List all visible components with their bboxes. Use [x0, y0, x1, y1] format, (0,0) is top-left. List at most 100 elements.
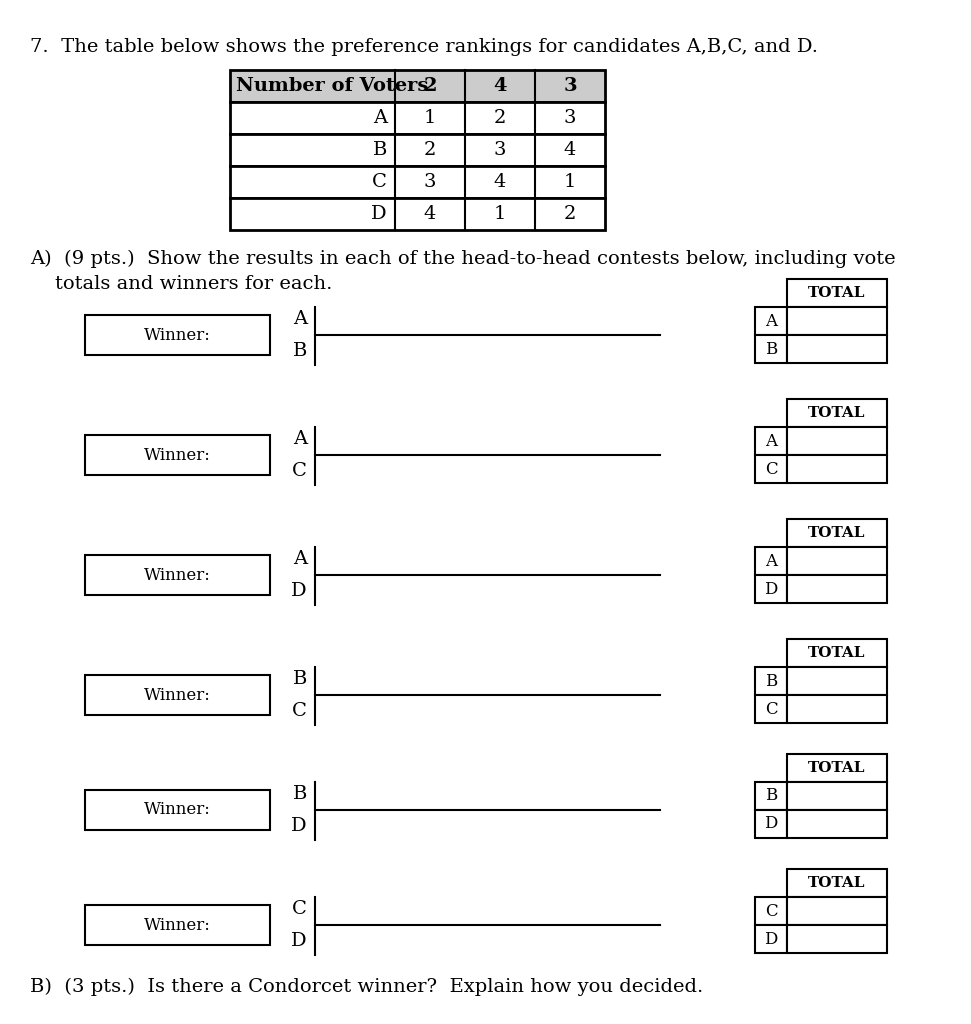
Text: C: C — [292, 702, 307, 720]
Bar — [85, 315, 270, 355]
Text: B: B — [373, 141, 387, 159]
Bar — [755, 925, 787, 953]
Text: totals and winners for each.: totals and winners for each. — [55, 275, 332, 293]
Text: 1: 1 — [494, 205, 506, 223]
Bar — [787, 782, 887, 810]
Text: 7.  The table below shows the preference rankings for candidates A,B,C, and D.: 7. The table below shows the preference … — [30, 38, 818, 56]
Bar — [787, 427, 887, 455]
Text: B: B — [292, 670, 307, 688]
Text: A: A — [293, 310, 307, 328]
Text: Number of Voters: Number of Voters — [236, 77, 428, 95]
Text: TOTAL: TOTAL — [808, 761, 866, 775]
Text: TOTAL: TOTAL — [808, 286, 866, 300]
Bar — [85, 555, 270, 595]
Text: Winner:: Winner: — [144, 327, 211, 343]
Bar — [787, 279, 887, 307]
Text: D: D — [764, 815, 778, 833]
Text: 3: 3 — [563, 77, 577, 95]
Text: TOTAL: TOTAL — [808, 646, 866, 660]
Text: TOTAL: TOTAL — [808, 876, 866, 890]
Text: A: A — [765, 553, 777, 569]
Text: 3: 3 — [564, 109, 576, 127]
Text: D: D — [764, 931, 778, 947]
Bar — [755, 695, 787, 723]
Text: A: A — [373, 109, 387, 127]
Text: B: B — [765, 673, 777, 689]
Bar — [230, 198, 605, 230]
Bar — [230, 70, 605, 102]
Text: 1: 1 — [564, 173, 576, 191]
Bar — [85, 435, 270, 475]
Text: B: B — [292, 342, 307, 360]
Text: 3: 3 — [493, 141, 506, 159]
Text: A: A — [765, 312, 777, 330]
Bar — [787, 897, 887, 925]
Text: 2: 2 — [423, 141, 436, 159]
Text: 2: 2 — [564, 205, 576, 223]
Text: 4: 4 — [494, 173, 506, 191]
Text: 2: 2 — [423, 77, 437, 95]
Bar — [787, 547, 887, 575]
Bar — [230, 166, 605, 198]
Bar — [787, 667, 887, 695]
Bar — [755, 455, 787, 483]
Text: B: B — [292, 785, 307, 803]
Text: A: A — [765, 432, 777, 450]
Bar — [787, 519, 887, 547]
Bar — [755, 575, 787, 603]
Bar — [787, 307, 887, 335]
Text: B: B — [765, 341, 777, 357]
Text: 2: 2 — [494, 109, 506, 127]
Text: C: C — [765, 700, 778, 718]
Text: Winner:: Winner: — [144, 686, 211, 703]
Bar — [787, 925, 887, 953]
Text: 4: 4 — [493, 77, 507, 95]
Bar — [787, 869, 887, 897]
Bar — [755, 667, 787, 695]
Text: C: C — [765, 902, 778, 920]
Bar — [755, 427, 787, 455]
Text: D: D — [291, 817, 307, 835]
Text: TOTAL: TOTAL — [808, 526, 866, 540]
Text: TOTAL: TOTAL — [808, 406, 866, 420]
Bar — [85, 905, 270, 945]
Bar — [230, 102, 605, 134]
Bar — [85, 675, 270, 715]
Text: D: D — [764, 581, 778, 597]
Text: Winner:: Winner: — [144, 916, 211, 934]
Text: B)  (3 pts.)  Is there a Condorcet winner?  Explain how you decided.: B) (3 pts.) Is there a Condorcet winner?… — [30, 978, 703, 996]
Bar — [787, 455, 887, 483]
Bar — [787, 575, 887, 603]
Bar — [85, 790, 270, 830]
Bar — [787, 399, 887, 427]
Text: C: C — [765, 461, 778, 477]
Bar — [787, 639, 887, 667]
Bar — [755, 897, 787, 925]
Text: 4: 4 — [564, 141, 576, 159]
Text: C: C — [292, 900, 307, 918]
Bar — [230, 134, 605, 166]
Text: B: B — [765, 787, 777, 805]
Text: A: A — [293, 550, 307, 568]
Bar — [755, 307, 787, 335]
Text: 3: 3 — [423, 173, 436, 191]
Bar — [755, 335, 787, 362]
Text: D: D — [291, 582, 307, 600]
Bar — [755, 782, 787, 810]
Bar — [755, 810, 787, 838]
Text: 4: 4 — [423, 205, 436, 223]
Text: Winner:: Winner: — [144, 446, 211, 464]
Bar — [787, 754, 887, 782]
Text: Winner:: Winner: — [144, 802, 211, 818]
Text: D: D — [371, 205, 387, 223]
Text: Winner:: Winner: — [144, 566, 211, 584]
Bar — [787, 335, 887, 362]
Text: A: A — [293, 430, 307, 449]
Bar — [787, 810, 887, 838]
Bar — [787, 695, 887, 723]
Text: A)  (9 pts.)  Show the results in each of the head-to-head contests below, inclu: A) (9 pts.) Show the results in each of … — [30, 250, 895, 268]
Text: D: D — [291, 932, 307, 950]
Bar — [755, 547, 787, 575]
Text: C: C — [372, 173, 387, 191]
Text: C: C — [292, 462, 307, 480]
